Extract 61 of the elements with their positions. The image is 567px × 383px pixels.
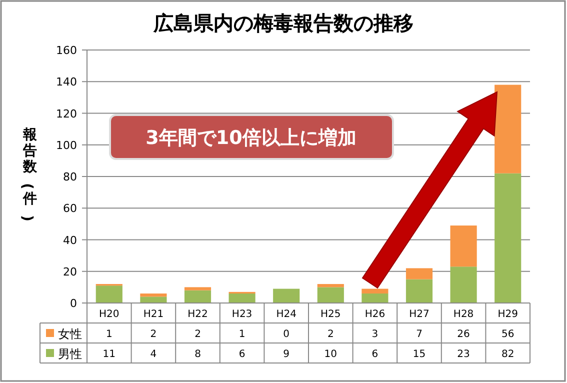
data-label: 26 xyxy=(457,329,470,340)
x-tick-label: H20 xyxy=(99,309,120,320)
x-tick-label: H24 xyxy=(276,309,296,320)
data-label: 56 xyxy=(501,329,514,340)
annotation: 3年間で10倍以上に増加 xyxy=(146,127,356,149)
x-tick-label: H27 xyxy=(409,309,430,320)
bar xyxy=(140,296,167,303)
data-label: 23 xyxy=(457,349,470,360)
y-tick-label: 80 xyxy=(63,170,77,184)
y-tick-label: 60 xyxy=(63,202,77,216)
y-tick-label: 40 xyxy=(63,234,77,247)
y-tick-label: 160 xyxy=(56,44,77,57)
data-label: 0 xyxy=(283,329,290,340)
bar xyxy=(228,294,256,303)
x-tick-label: H21 xyxy=(143,309,164,320)
data-label: 3 xyxy=(372,329,378,340)
legend-label: 女性 xyxy=(58,327,82,341)
data-label: 7 xyxy=(416,329,422,340)
data-label: 82 xyxy=(501,349,514,360)
bar xyxy=(184,287,212,290)
bar xyxy=(406,279,433,303)
y-axis-title: 報告数(件) xyxy=(18,127,38,222)
data-label: 9 xyxy=(283,349,290,360)
x-tick-label: H25 xyxy=(320,309,341,320)
data-label: 2 xyxy=(194,329,201,340)
data-label: 6 xyxy=(372,349,378,360)
legend-label: 男性 xyxy=(58,347,82,361)
data-label: 6 xyxy=(238,349,246,360)
bar xyxy=(362,294,388,303)
bar xyxy=(494,173,522,303)
y-tick-label: 120 xyxy=(56,107,77,120)
data-label: 8 xyxy=(194,349,201,360)
x-tick-label: H23 xyxy=(232,309,252,320)
x-tick-label: H26 xyxy=(364,309,386,320)
bar xyxy=(317,287,344,303)
data-label: 2 xyxy=(327,329,334,340)
data-label: 10 xyxy=(324,349,338,360)
bar xyxy=(450,266,477,303)
bar xyxy=(494,84,522,174)
bar xyxy=(362,288,388,294)
y-tick-label: 100 xyxy=(56,138,77,152)
y-tick-label: 20 xyxy=(63,265,77,278)
bar xyxy=(184,290,212,303)
x-tick-label: H28 xyxy=(453,309,474,320)
data-label: 15 xyxy=(412,349,426,360)
data-label: 11 xyxy=(102,349,116,360)
bar xyxy=(406,268,433,280)
data-label: 2 xyxy=(150,329,157,340)
bar xyxy=(140,294,167,297)
chart-title: 広島県内の梅毒報告数の推移 xyxy=(152,11,414,35)
bar xyxy=(450,226,477,267)
data-label: 4 xyxy=(150,349,157,360)
y-tick-label: 140 xyxy=(56,76,77,89)
bar xyxy=(273,288,300,303)
bar xyxy=(96,286,122,303)
y-tick-label: 0 xyxy=(70,297,77,310)
x-tick-label: H22 xyxy=(188,309,208,320)
bar xyxy=(317,284,344,288)
data-label: 1 xyxy=(238,329,246,340)
data-label: 1 xyxy=(106,329,112,340)
x-tick-label: H29 xyxy=(498,309,518,320)
